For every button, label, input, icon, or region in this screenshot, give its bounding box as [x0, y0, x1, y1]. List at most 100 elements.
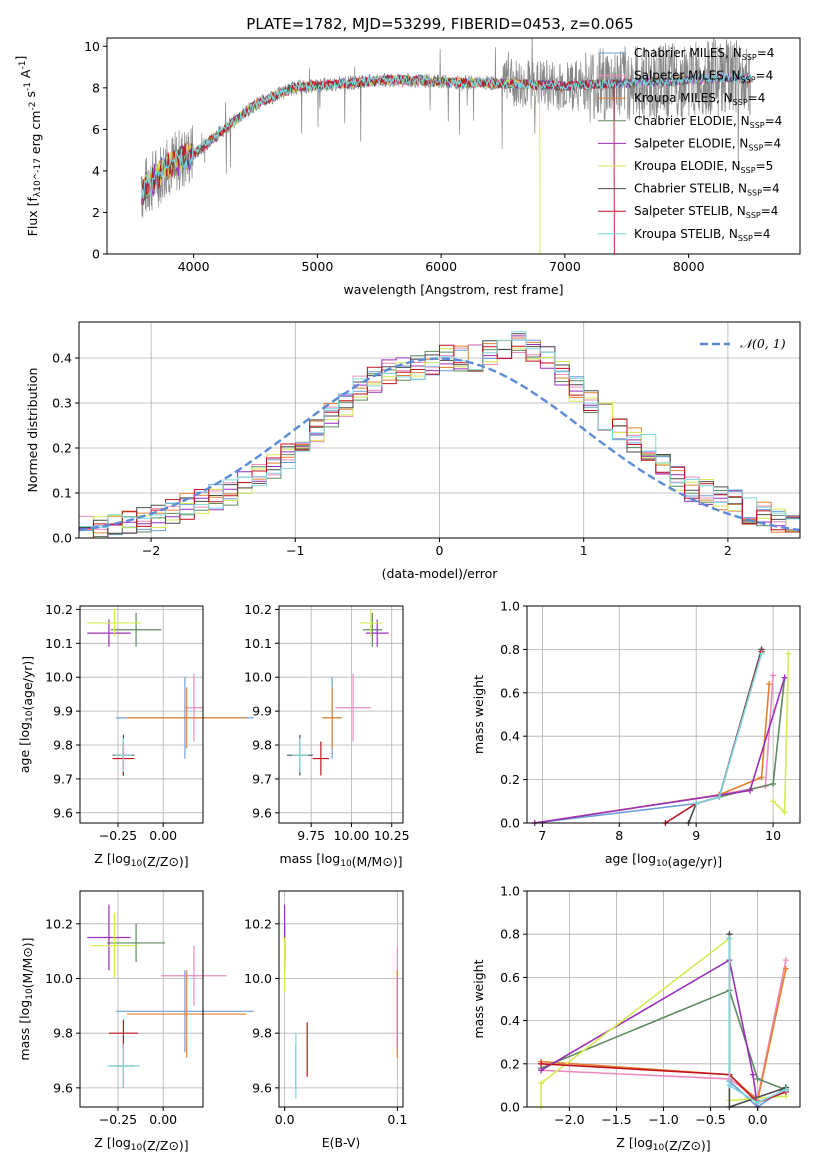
x-tick-label: 2: [724, 543, 732, 558]
weight-marker: [781, 809, 788, 816]
y-tick-label: 10.1: [45, 636, 73, 651]
y-tick-label: 9.7: [53, 771, 73, 786]
weight-line: [541, 1063, 787, 1104]
x-tick-label: −2: [142, 543, 160, 558]
y-tick-label: 0.2: [52, 441, 72, 456]
legend-entry: Kroupa STELIB, NSSP=4: [634, 227, 771, 243]
weight-marker: [726, 935, 733, 942]
y-tick-label: 0.0: [500, 816, 520, 831]
x-tick-label: 7000: [549, 259, 581, 274]
y-tick-label: 10.2: [45, 916, 73, 931]
y-tick-label: 9.9: [252, 704, 272, 719]
weight-marker: [758, 650, 765, 657]
y-tick-label: 9.8: [252, 1026, 272, 1041]
weight-line: [540, 989, 787, 1091]
x-axis-label: E(B-V): [322, 1135, 361, 1150]
y-tick-label: 10.2: [45, 602, 73, 617]
x-tick-label: −0.25: [99, 828, 137, 843]
y-tick-label: 0.6: [500, 970, 520, 985]
legend-entry: Kroupa MILES, NSSP=4: [634, 91, 765, 107]
weight-marker: [747, 787, 754, 794]
weight-marker: [770, 672, 777, 679]
weight-marker: [749, 1071, 756, 1078]
weight-marker: [758, 774, 765, 781]
x-axis-label: Z [log10(Z/Z⊙)]: [94, 851, 188, 869]
weight-marker: [781, 674, 788, 681]
frame-mass_vs_Z: −0.25 0.00 9.6 9.8 10.0 10.2: [45, 890, 204, 1127]
frame-mass_weight_vs_age: 7 8 9 10 0.0 0.2 0.4 0.6 0.8 1.0: [500, 599, 801, 843]
lines-mass_weight_vs_Z: [538, 931, 789, 1110]
y-tick-label: 9.6: [53, 1080, 73, 1095]
weight-marker: [693, 800, 700, 807]
x-tick-label: −1.0: [648, 1112, 678, 1127]
x-tick-label: 1: [580, 543, 588, 558]
y-axis-label: mass weight: [471, 675, 486, 754]
frame-mass_weight_vs_Z: −2.0 −1.5 −1.0 −0.5 0.0 0.0 0.2 0.4 0.6 0.8 1.0: [500, 884, 801, 1127]
y-tick-label: 8: [92, 80, 100, 95]
axes-frame: [278, 890, 404, 1108]
spectrum-model-line: [141, 71, 751, 199]
legend-entry: Chabrier STELIB, NSSP=4: [634, 182, 780, 198]
frame-age_vs_Z: −0.25 0.00 9.6 9.7 9.8 9.9 10.0 10.1 10.2: [45, 602, 204, 843]
weight-marker: [766, 681, 773, 688]
y-tick-label: 9.8: [53, 1026, 73, 1041]
y-tick-label: 9.9: [53, 704, 73, 719]
x-tick-label: −1.5: [601, 1112, 631, 1127]
x-tick-label: 0.00: [149, 828, 177, 843]
frame-age_vs_mass: 9.75 10.00 10.25 9.6 9.7 9.8 9.9 10.0 10.1 10.2: [244, 602, 409, 843]
y-tick-label: 9.7: [252, 771, 272, 786]
x-tick-label: 8: [615, 828, 623, 843]
y-tick-label: 10.0: [45, 670, 73, 685]
x-tick-label: 0.0: [275, 1112, 295, 1127]
x-tick-label: 5000: [301, 259, 333, 274]
x-tick-label: −0.5: [695, 1112, 725, 1127]
axes-frame: [79, 605, 204, 824]
y-tick-label: 1.0: [500, 884, 520, 899]
x-tick-label: 10.00: [334, 828, 370, 843]
y-tick-label: 10.0: [244, 670, 272, 685]
y-tick-label: 9.8: [53, 738, 73, 753]
axes-frame: [79, 890, 204, 1108]
y-axis-label: Normed distribution: [25, 368, 40, 493]
y-tick-label: 0.3: [52, 396, 72, 411]
y-tick-label: 0.4: [500, 729, 520, 744]
weight-marker: [770, 798, 777, 805]
y-axis-label: mass [log10(M/M⊙)]: [17, 937, 35, 1060]
y-tick-label: 9.8: [252, 738, 272, 753]
axes-frame: [106, 37, 801, 255]
x-tick-label: −2.0: [554, 1112, 584, 1127]
y-axis-label: age [log10(age/yr)]: [17, 656, 35, 773]
legend-entry: Salpeter STELIB, NSSP=4: [634, 204, 778, 220]
weight-marker: [770, 780, 777, 787]
x-axis-label: mass [log10(M/M⊙)]: [279, 851, 402, 869]
weight-line: [728, 938, 787, 1104]
x-tick-label: 10.25: [374, 828, 410, 843]
legend-entry: Chabrier MILES, NSSP=4: [634, 46, 774, 62]
y-tick-label: 0.0: [52, 531, 72, 546]
y-tick-label: 0.2: [500, 772, 520, 787]
y-tick-label: 10: [84, 39, 100, 54]
gaussian-curve: [79, 357, 800, 532]
errorbars-age_vs_Z: [87, 609, 254, 776]
frame-spectrum: 4000 5000 6000 7000 8000 0 2 4 6 8 10: [84, 37, 801, 274]
hist-plot: [79, 331, 800, 538]
y-tick-label: 10.0: [244, 971, 272, 986]
axes-frame: [278, 605, 404, 824]
legend-gaussian-label: 𝒩(0, 1): [740, 336, 786, 351]
x-tick-label: 0.0: [748, 1112, 768, 1127]
axes-age_vs_mass: [279, 606, 403, 823]
hist-step-8: [79, 331, 800, 528]
y-tick-label: 4: [92, 163, 100, 178]
legend-entry: Salpeter MILES, NSSP=4: [634, 69, 773, 85]
weight-marker: [785, 650, 792, 657]
weight-marker: [538, 1067, 545, 1074]
y-tick-label: 0.6: [500, 685, 520, 700]
legend-entry: Chabrier ELODIE, NSSP=4: [634, 114, 782, 130]
weight-marker: [782, 1086, 789, 1093]
frame-mass_vs_ebv: 0.0 0.1 9.6 9.8 10.0 10.2: [244, 890, 407, 1127]
x-axis-label: wavelength [Angstrom, rest frame]: [343, 282, 563, 297]
weight-marker: [538, 1080, 545, 1087]
x-tick-label: 0: [436, 543, 444, 558]
errorbars-age_vs_mass: [287, 609, 389, 776]
